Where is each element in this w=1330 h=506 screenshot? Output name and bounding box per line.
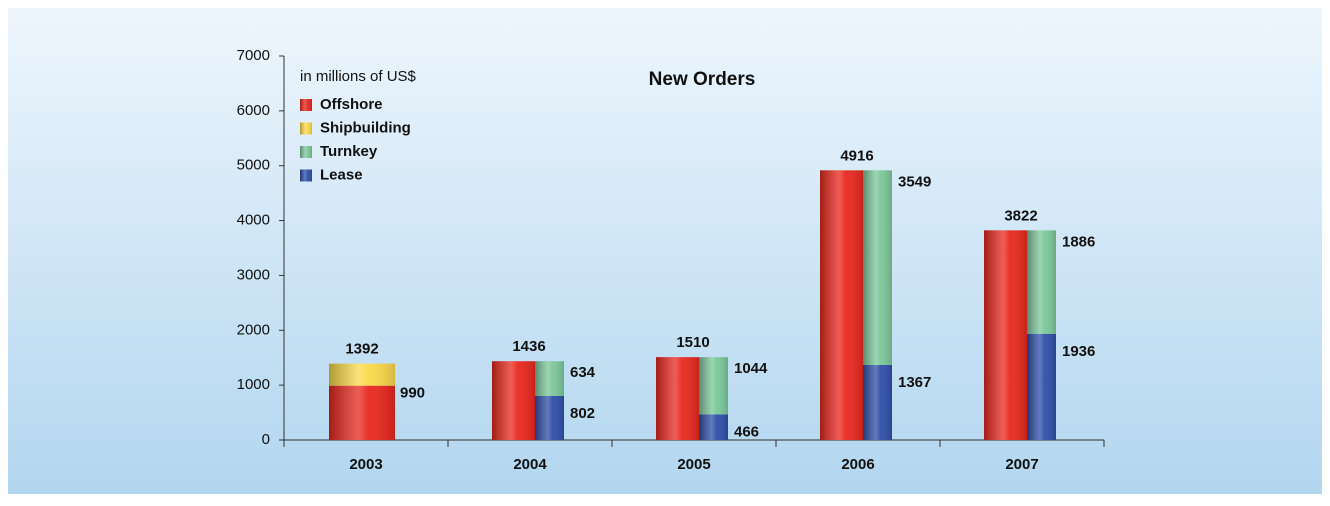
value-label: 1044 bbox=[734, 360, 768, 377]
y-tick-label: 2000 bbox=[237, 321, 270, 338]
legend-swatch-shine bbox=[300, 169, 312, 182]
value-label: 1936 bbox=[1062, 343, 1095, 360]
bar-shine bbox=[492, 361, 535, 440]
y-tick-label: 4000 bbox=[237, 212, 270, 229]
total-label: 1392 bbox=[345, 341, 378, 358]
bar-shine bbox=[535, 396, 564, 440]
bar-shine bbox=[1027, 333, 1056, 440]
chart-title: New Orders bbox=[649, 69, 756, 90]
x-tick-label: 2006 bbox=[841, 456, 874, 473]
bar-shine bbox=[1027, 230, 1056, 334]
bar-shine bbox=[699, 357, 728, 415]
value-label: 802 bbox=[570, 405, 595, 422]
y-tick-label: 1000 bbox=[237, 376, 270, 393]
bar-shine bbox=[535, 361, 564, 397]
bar-shine bbox=[820, 170, 863, 441]
value-label: 3549 bbox=[898, 173, 931, 190]
bar-shine bbox=[329, 385, 395, 440]
value-label: 1510 bbox=[676, 334, 709, 351]
bar-shine bbox=[329, 363, 395, 386]
x-tick-label: 2005 bbox=[677, 456, 710, 473]
y-tick-label: 3000 bbox=[237, 266, 270, 283]
value-label: 1436 bbox=[512, 338, 545, 355]
legend-label: Shipbuilding bbox=[320, 119, 411, 136]
y-tick-label: 6000 bbox=[237, 102, 270, 119]
y-tick-label: 0 bbox=[262, 431, 270, 448]
legend-swatch-shine bbox=[300, 99, 312, 111]
bar-shine bbox=[863, 170, 892, 366]
x-tick-label: 2004 bbox=[513, 456, 547, 473]
bar-shine bbox=[984, 230, 1027, 440]
value-label: 3822 bbox=[1004, 207, 1037, 224]
bar-shine bbox=[699, 414, 728, 440]
value-label: 1367 bbox=[898, 374, 931, 391]
x-tick-label: 2003 bbox=[349, 456, 382, 473]
value-label: 634 bbox=[570, 364, 596, 381]
legend-label: Turnkey bbox=[320, 143, 378, 160]
value-label: 466 bbox=[734, 423, 759, 440]
legend-label: Lease bbox=[320, 166, 363, 183]
unit-note: in millions of US$ bbox=[300, 68, 417, 85]
y-tick-label: 5000 bbox=[237, 157, 270, 174]
value-label: 990 bbox=[400, 385, 425, 402]
value-label: 1886 bbox=[1062, 233, 1095, 250]
y-tick-label: 7000 bbox=[237, 47, 270, 64]
legend-swatch-shine bbox=[300, 146, 312, 158]
value-label: 4916 bbox=[840, 147, 873, 164]
bar-shine bbox=[656, 357, 699, 440]
legend-swatch-shine bbox=[300, 122, 312, 135]
x-tick-label: 2007 bbox=[1005, 456, 1038, 473]
bar-shine bbox=[863, 365, 892, 440]
legend-label: Offshore bbox=[320, 96, 383, 113]
